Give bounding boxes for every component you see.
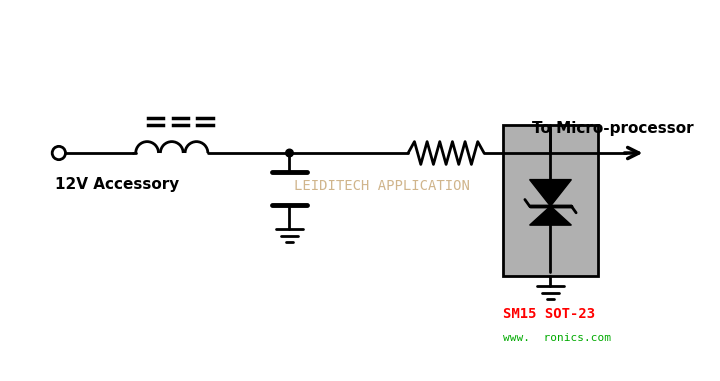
Polygon shape [530, 179, 572, 206]
Polygon shape [530, 206, 572, 225]
Bar [503, 125, 598, 276]
Text: 12V Accessory: 12V Accessory [55, 177, 179, 192]
Circle shape [286, 149, 293, 157]
Text: LEIDITECH APPLICATION: LEIDITECH APPLICATION [294, 179, 470, 193]
Text: www.  ronics.com: www. ronics.com [503, 333, 611, 343]
Text: To Micro-processor: To Micro-processor [531, 121, 693, 136]
Text: SM15 SOT-23: SM15 SOT-23 [503, 307, 595, 321]
Circle shape [546, 149, 554, 157]
